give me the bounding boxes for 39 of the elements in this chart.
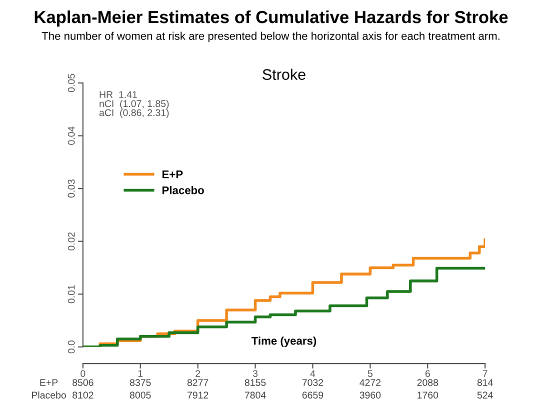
text: 8506 (72, 379, 94, 386)
y-tick-label: 0.01 (68, 285, 75, 304)
x-tick-label: 5 (368, 370, 372, 377)
x-axis-title: Time (years) (252, 336, 316, 347)
text: 524 (477, 392, 493, 399)
text: 4272 (360, 379, 381, 386)
text: 6659 (302, 392, 324, 399)
text: 7032 (302, 379, 324, 386)
chart-subtitle: The number of women at risk are presented below the horizontal axis for each treatment arm. (42, 32, 500, 42)
x-tick-label: 6 (425, 370, 430, 377)
text: 8155 (244, 379, 266, 386)
text: 7912 (188, 392, 208, 399)
chart-title: Kaplan-Meier Estimates of Cumulative Hazards for Stroke (34, 10, 508, 27)
text: 2088 (417, 379, 438, 386)
y-tick-label: 0.02 (68, 232, 75, 250)
text: Stroke (262, 68, 306, 80)
y-tick-label: 0.05 (68, 74, 75, 92)
x-tick-label: 3 (252, 370, 258, 377)
annotation: HR 1.41 nCI (1.07, 1.85) aCI (0.86, 2.31) (99, 91, 169, 118)
text: 8102 (72, 392, 94, 399)
y-tick-label: 0.04 (68, 126, 75, 145)
x-tick-label: 1 (138, 370, 143, 377)
x-tick-label: 7 (482, 370, 488, 377)
text: 8005 (130, 392, 151, 399)
legend-label: E+P (162, 170, 183, 178)
y-tick-label: 0.03 (68, 180, 75, 198)
x-tick-label: 0 (80, 370, 86, 377)
text: 7804 (244, 392, 266, 399)
text: 1760 (418, 392, 438, 399)
text: 8375 (130, 379, 151, 386)
text: 3960 (360, 392, 381, 399)
legend-label: Placebo (162, 186, 204, 194)
text: Placebo (32, 391, 66, 399)
x-tick-label: 4 (310, 370, 316, 377)
text: 8277 (187, 379, 208, 386)
text: 814 (477, 379, 493, 386)
text: E+P (40, 379, 58, 386)
x-tick-label: 2 (196, 370, 200, 377)
y-tick-label: 0.0 (68, 340, 75, 354)
